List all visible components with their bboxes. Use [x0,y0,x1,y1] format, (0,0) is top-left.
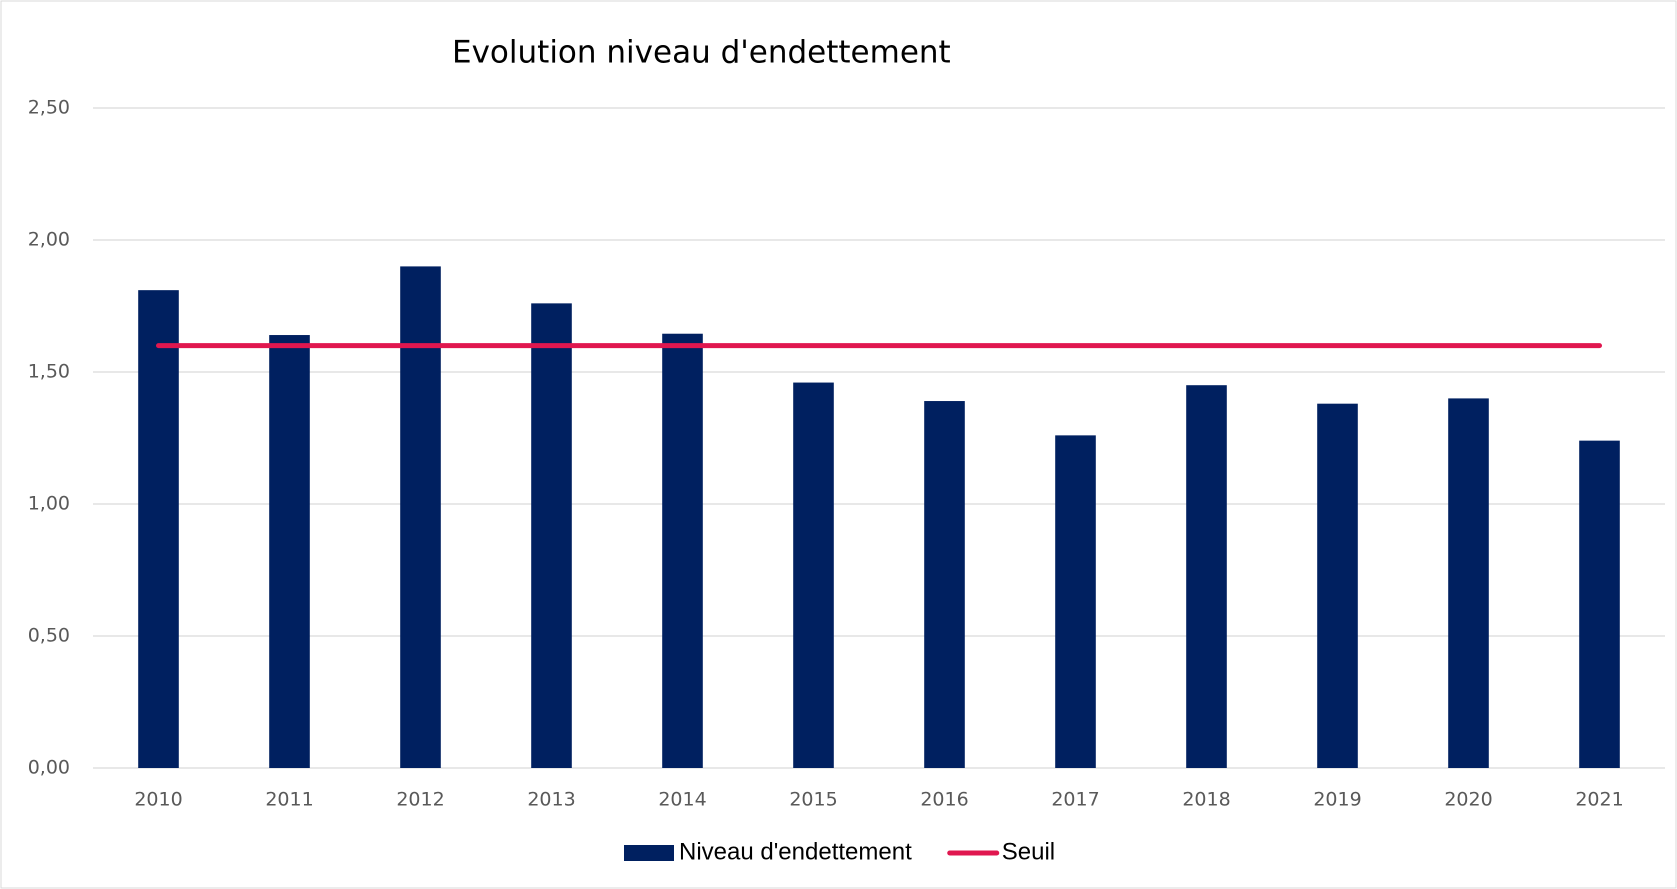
y-tick-label: 0,00 [28,757,70,779]
y-tick-label: 1,50 [28,361,70,383]
legend-label: Niveau d'endettement [679,838,912,865]
bar [531,303,572,768]
x-tick-label: 2018 [1182,789,1230,811]
x-tick-label: 2012 [396,789,444,811]
bar [400,266,441,768]
bar [1317,403,1358,768]
bar [1448,398,1489,768]
bar [269,335,310,768]
legend-swatch [624,845,674,861]
legend-label: Seuil [1002,838,1055,865]
bar [1579,440,1620,768]
y-tick-label: 0,50 [28,625,70,647]
bar [662,333,703,768]
x-tick-label: 2019 [1313,789,1361,811]
x-tick-label: 2014 [658,789,706,811]
x-tick-label: 2015 [789,789,837,811]
x-tick-label: 2020 [1444,789,1492,811]
y-tick-label: 1,00 [28,493,70,515]
y-tick-label: 2,50 [28,97,70,119]
x-tick-label: 2010 [134,789,182,811]
chart-title: Evolution niveau d'endettement [452,35,951,71]
x-tick-label: 2011 [265,789,313,811]
y-tick-label: 2,00 [28,229,70,251]
x-tick-label: 2017 [1051,789,1099,811]
x-tick-label: 2013 [527,789,575,811]
bar [1186,385,1227,768]
bar [1055,435,1096,768]
x-tick-label: 2021 [1575,789,1623,811]
bar [924,401,965,768]
bar [793,382,834,768]
x-tick-label: 2016 [920,789,968,811]
bar [138,290,179,768]
